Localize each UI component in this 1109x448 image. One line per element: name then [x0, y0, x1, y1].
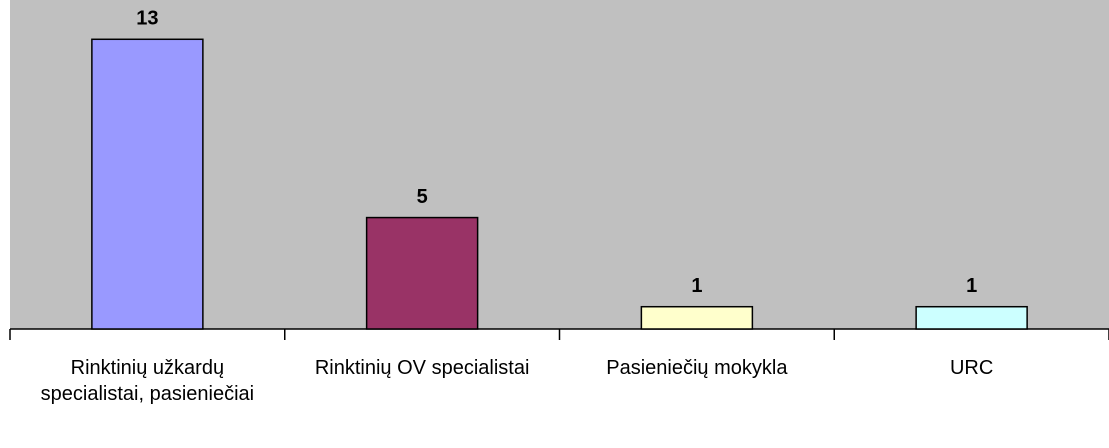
- value-label: 13: [136, 8, 158, 30]
- value-label: 1: [966, 275, 977, 297]
- bar: [915, 305, 1028, 330]
- bar: [365, 216, 479, 330]
- x-tick-label: URC: [949, 357, 994, 379]
- value-label: 5: [417, 186, 428, 208]
- bar: [91, 38, 204, 330]
- bar: [640, 305, 754, 330]
- x-tick-label: Rinktinių OV specialistai: [314, 357, 530, 379]
- x-tick-label: Rinktinių užkardų specialistai, pasienie…: [40, 357, 255, 405]
- value-label: 1: [691, 275, 702, 297]
- x-tick-label: Pasieniečių mokykla: [606, 357, 788, 379]
